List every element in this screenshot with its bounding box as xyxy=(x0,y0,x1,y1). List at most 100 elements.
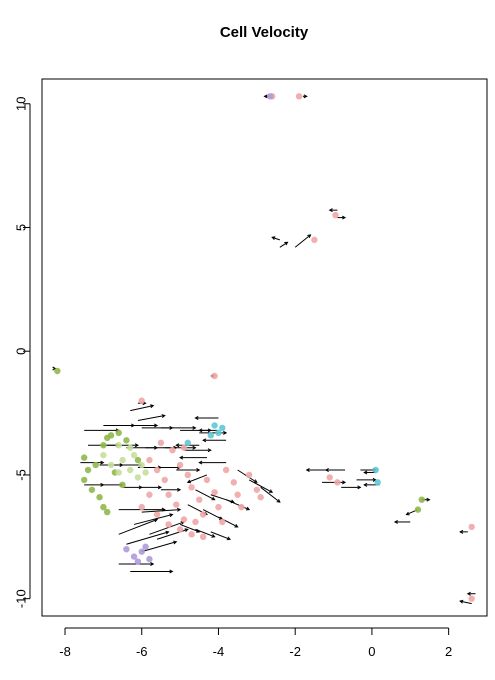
velocity-arrow xyxy=(302,94,308,99)
x-axis: -8 -6 -4 -2 0 2 xyxy=(59,627,452,659)
cell-point xyxy=(180,444,188,451)
velocity-arrow xyxy=(248,479,274,493)
cell-point xyxy=(203,476,211,484)
cell-point xyxy=(176,461,184,469)
chart-title: Cell Velocity xyxy=(220,24,309,41)
cell-point xyxy=(211,372,218,380)
cell-point xyxy=(165,521,172,528)
cell-point xyxy=(130,451,138,459)
cell-point xyxy=(184,439,191,446)
cell-point xyxy=(119,456,126,464)
cell-point xyxy=(80,476,88,484)
velocity-arrow xyxy=(328,208,338,213)
cell-point xyxy=(142,469,149,476)
velocity-arrow xyxy=(179,455,207,460)
velocity-arrow xyxy=(141,507,182,513)
velocity-arrow xyxy=(130,404,155,412)
cell-point xyxy=(92,461,99,469)
velocity-arrow xyxy=(356,477,377,482)
cell-point xyxy=(326,474,333,481)
cell-point xyxy=(414,506,422,513)
cell-point xyxy=(134,456,142,464)
cell-point xyxy=(219,424,226,432)
velocity-arrow xyxy=(202,438,227,443)
velocity-arrow xyxy=(160,487,182,492)
cell-point xyxy=(88,486,96,493)
cell-point xyxy=(138,461,145,469)
velocity-arrow xyxy=(186,474,208,484)
y-tick-label: 0 xyxy=(13,348,28,355)
velocity-arrow xyxy=(130,569,174,574)
cell-point xyxy=(157,439,165,446)
y-axis: -10 -5 0 5 10 xyxy=(13,97,31,608)
velocity-arrow xyxy=(122,485,143,490)
cell-point xyxy=(107,461,115,469)
velocity-arrow xyxy=(322,480,347,485)
y-tick-label: 5 xyxy=(13,224,28,231)
cell-point xyxy=(104,508,111,516)
cell-point xyxy=(211,489,218,496)
cell-point xyxy=(115,429,122,437)
velocity-arrow xyxy=(198,460,227,465)
velocity-arrow xyxy=(84,482,105,487)
velocity-arrow xyxy=(459,599,472,605)
velocity-arrow xyxy=(337,215,347,220)
cell-point xyxy=(199,533,207,541)
x-tick-label: -6 xyxy=(136,644,148,659)
cell-point xyxy=(199,511,207,518)
cell-point xyxy=(215,429,222,437)
velocity-arrow xyxy=(137,414,166,421)
cell-point xyxy=(146,456,153,464)
cell-point xyxy=(138,397,145,404)
cell-point xyxy=(176,526,184,533)
cell-point xyxy=(119,481,126,489)
velocity-arrow xyxy=(84,428,120,433)
plot-frame xyxy=(41,78,488,617)
cell-point xyxy=(332,211,339,219)
cell-point xyxy=(161,476,168,484)
x-tick-label: 2 xyxy=(445,644,452,659)
velocity-arrow xyxy=(118,518,159,535)
velocity-arrow xyxy=(80,460,105,465)
cell-point xyxy=(127,444,134,451)
x-tick-label: -4 xyxy=(213,644,225,659)
y-tick-label: 10 xyxy=(13,97,28,111)
velocity-arrow xyxy=(294,234,312,248)
velocity-arrow xyxy=(194,416,219,421)
velocity-arrow xyxy=(225,499,251,511)
cell-point xyxy=(107,432,115,439)
cell-point xyxy=(468,595,475,602)
cell-point xyxy=(115,469,122,476)
velocity-arrow xyxy=(126,530,170,545)
cell-point xyxy=(138,548,145,555)
velocity-arrow xyxy=(164,445,197,450)
velocity-arrow xyxy=(324,468,346,472)
velocity-arrow xyxy=(160,425,197,430)
cell-point xyxy=(253,486,261,493)
velocity-arrow xyxy=(157,465,182,470)
velocity-arrow xyxy=(459,529,468,534)
cell-point xyxy=(188,531,195,538)
cell-point xyxy=(123,545,130,553)
x-tick-label: -2 xyxy=(289,644,301,659)
cell-point xyxy=(127,466,134,474)
cell-point xyxy=(211,422,218,429)
velocity-arrow xyxy=(195,489,216,501)
cell-point xyxy=(311,236,318,244)
cell-point xyxy=(374,479,381,486)
velocity-arrow xyxy=(118,463,143,468)
cell-point xyxy=(54,367,61,375)
velocity-arrow xyxy=(393,519,411,524)
velocity-arrow xyxy=(279,241,289,248)
cell-point xyxy=(192,518,199,526)
cell-point xyxy=(123,437,130,444)
y-tick-label: -10 xyxy=(13,589,28,608)
cell-point xyxy=(222,466,230,474)
cell-point xyxy=(153,511,161,518)
cell-point xyxy=(173,501,180,508)
cell-point xyxy=(334,479,341,486)
cell-point xyxy=(153,466,161,474)
cell-point xyxy=(245,471,253,479)
cell-point xyxy=(138,503,145,511)
